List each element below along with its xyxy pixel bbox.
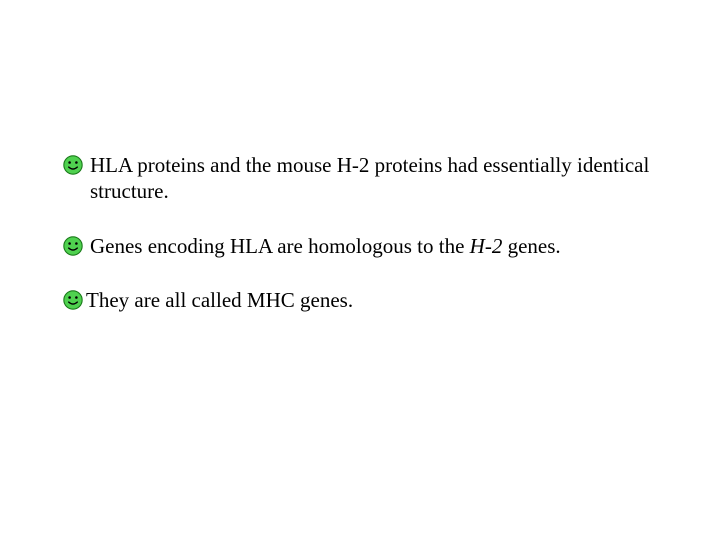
- bullet-2-suffix: genes.: [502, 234, 560, 258]
- bullet-2: Genes encoding HLA are homologous to the…: [62, 233, 670, 259]
- bullet-1-prefix: HLA proteins and the mouse H-2 proteins …: [90, 153, 649, 203]
- smiley-icon: [62, 289, 84, 311]
- slide: HLA proteins and the mouse H-2 proteins …: [0, 0, 720, 540]
- bullet-3-prefix: They are all called MHC genes.: [86, 288, 353, 312]
- smiley-icon: [62, 154, 84, 176]
- bullet-2-italic: H-2: [470, 234, 503, 258]
- bullet-1-text: HLA proteins and the mouse H-2 proteins …: [90, 152, 670, 205]
- bullet-2-text: Genes encoding HLA are homologous to the…: [90, 233, 561, 259]
- bullet-3: They are all called MHC genes.: [62, 287, 670, 313]
- bullet-1: HLA proteins and the mouse H-2 proteins …: [62, 152, 670, 205]
- bullet-2-prefix: Genes encoding HLA are homologous to the: [90, 234, 470, 258]
- smiley-icon: [62, 235, 84, 257]
- bullet-3-text: They are all called MHC genes.: [86, 287, 353, 313]
